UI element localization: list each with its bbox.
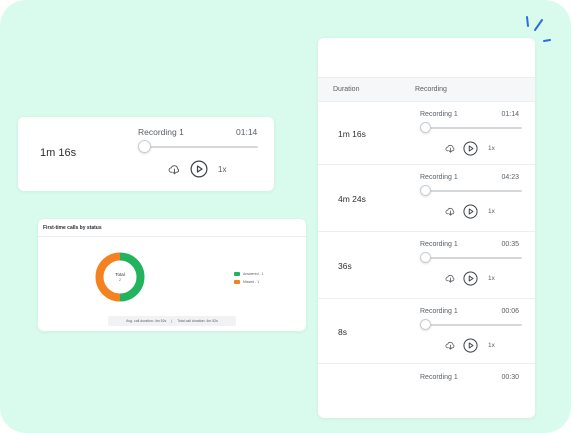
call-duration-summary: Avg. call duration: 4m 52s | Total call …	[108, 316, 236, 326]
row-playback-speed[interactable]: 1x	[488, 145, 495, 152]
play-icon[interactable]	[463, 271, 478, 286]
row-recording-time: 04:23	[501, 174, 519, 181]
row-duration: 36s	[338, 261, 352, 271]
chart-card: First-time calls by status Total 2 Answe…	[38, 219, 306, 331]
legend-swatch	[234, 271, 240, 276]
row-audio-progress-track[interactable]	[426, 127, 522, 129]
call-duration: 1m 16s	[40, 147, 77, 159]
header-recording: Recording	[415, 86, 447, 93]
sparkle-icon	[526, 16, 551, 42]
donut-center-label: Total	[115, 272, 125, 277]
table-row: 8s Recording 1 00:06 1x	[318, 299, 535, 364]
row-recording-name: Recording 1	[420, 174, 458, 181]
row-recording-time: 00:06	[501, 308, 519, 315]
row-audio-progress-track[interactable]	[426, 190, 522, 192]
recordings-table: Duration Recording 1m 16s Recording 1 01:1…	[318, 38, 535, 418]
row-recording-time: 00:30	[501, 374, 519, 381]
recording-card: 1m 16s Recording 1 01:14 1x	[18, 117, 274, 191]
row-recording-time: 00:35	[501, 241, 519, 248]
play-icon[interactable]	[463, 204, 478, 219]
row-recording-name: Recording 1	[420, 308, 458, 315]
recording-name: Recording 1	[138, 127, 184, 137]
table-row: 4m 24s Recording 1 04:23 1x	[318, 165, 535, 232]
chart-title: First-time calls by status	[43, 225, 102, 231]
row-audio-progress-track[interactable]	[426, 257, 522, 259]
row-playback-speed[interactable]: 1x	[488, 275, 495, 282]
download-icon[interactable]	[445, 340, 456, 351]
legend-label: Answered - 1	[243, 271, 264, 276]
donut-slice-answered	[119, 252, 145, 302]
download-icon[interactable]	[445, 143, 456, 154]
play-icon[interactable]	[463, 141, 478, 156]
row-recording-name: Recording 1	[420, 111, 458, 118]
legend-label: Missed - 1	[243, 279, 260, 284]
download-icon[interactable]	[445, 273, 456, 284]
avg-call-duration: Avg. call duration: 4m 52s	[126, 319, 167, 323]
row-audio-progress-thumb[interactable]	[420, 252, 431, 263]
audio-progress-track[interactable]	[145, 146, 258, 148]
total-call-duration: Total call duration: 4m 52s	[177, 319, 218, 323]
play-icon[interactable]	[463, 338, 478, 353]
download-icon[interactable]	[168, 163, 181, 176]
row-recording-name: Recording 1	[420, 374, 458, 381]
row-recording-time: 01:14	[501, 111, 519, 118]
row-audio-progress-thumb[interactable]	[420, 319, 431, 330]
legend-item: Missed - 1	[234, 278, 264, 285]
legend-swatch	[234, 279, 240, 284]
row-duration: 4m 24s	[338, 194, 366, 204]
row-audio-progress-thumb[interactable]	[420, 122, 431, 133]
row-audio-progress-track[interactable]	[426, 324, 522, 326]
chart-legend: Answered - 1 Missed - 1	[234, 270, 264, 286]
download-icon[interactable]	[445, 206, 456, 217]
summary-separator: |	[171, 319, 173, 323]
donut-chart: Total 2	[95, 252, 145, 302]
header-duration: Duration	[333, 86, 360, 93]
table-row: Recording 1 00:30	[318, 364, 535, 418]
row-audio-progress-thumb[interactable]	[420, 185, 431, 196]
row-playback-speed[interactable]: 1x	[488, 208, 495, 215]
table-header: Duration Recording	[318, 77, 535, 102]
row-recording-name: Recording 1	[420, 241, 458, 248]
playback-speed[interactable]: 1x	[218, 165, 227, 174]
donut-center-value: 2	[119, 278, 121, 282]
row-duration: 8s	[338, 327, 347, 337]
table-row: 1m 16s Recording 1 01:14 1x	[318, 102, 535, 165]
play-icon[interactable]	[190, 160, 208, 178]
audio-progress-thumb[interactable]	[138, 140, 151, 153]
chart-divider	[38, 236, 306, 237]
legend-item: Answered - 1	[234, 270, 264, 277]
row-playback-speed[interactable]: 1x	[488, 342, 495, 349]
donut-slice-missed	[95, 252, 121, 302]
recording-time: 01:14	[236, 127, 258, 137]
row-duration: 1m 16s	[338, 129, 366, 139]
table-row: 36s Recording 1 00:35 1x	[318, 232, 535, 299]
